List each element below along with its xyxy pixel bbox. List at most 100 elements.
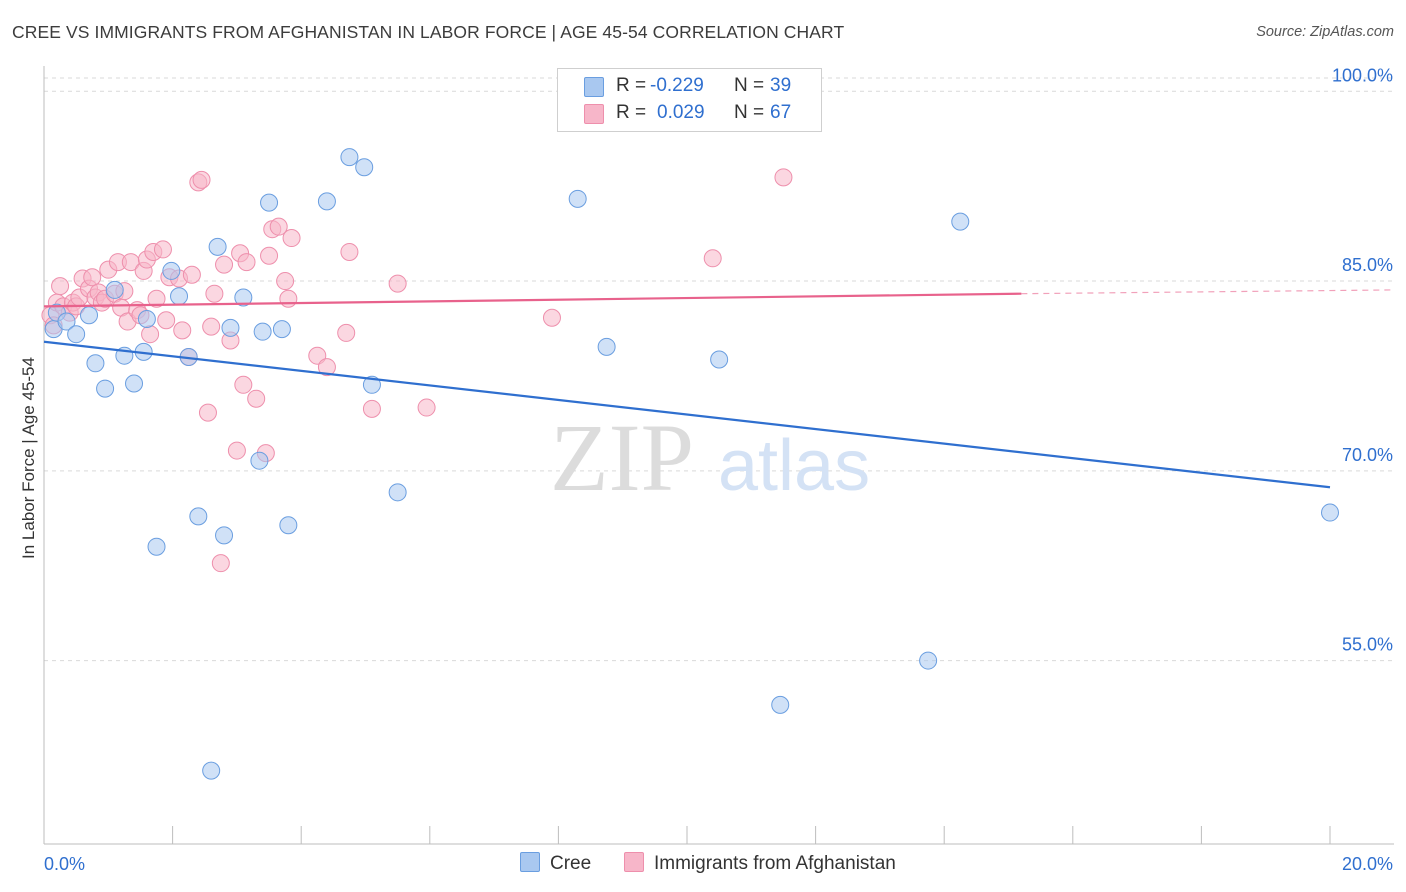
y-tick-label: 70.0% bbox=[1342, 445, 1393, 465]
stats-legend: R = -0.229 N = 39 R = 0.029 N = 67 bbox=[557, 68, 822, 132]
point-afghanistan bbox=[173, 321, 192, 340]
x-tick-label: 0.0% bbox=[44, 854, 85, 874]
y-axis-label: In Labor Force | Age 45-54 bbox=[19, 357, 38, 559]
series-afghanistan-points bbox=[41, 168, 793, 573]
point-afghanistan bbox=[83, 268, 102, 287]
point-cree bbox=[355, 158, 374, 177]
point-afghanistan bbox=[362, 399, 381, 418]
chart-title: CREE VS IMMIGRANTS FROM AFGHANISTAN IN L… bbox=[12, 22, 845, 42]
source-label: Source: ZipAtlas.com bbox=[1256, 24, 1394, 40]
point-afghanistan bbox=[279, 289, 298, 308]
legend-r-label: R = bbox=[616, 102, 647, 123]
point-cree bbox=[137, 310, 156, 329]
axes bbox=[43, 66, 1394, 845]
legend-row-afghanistan: R = 0.029 N = 67 bbox=[558, 101, 821, 127]
point-afghanistan bbox=[388, 274, 407, 293]
point-afghanistan bbox=[51, 277, 70, 296]
point-afghanistan bbox=[260, 246, 279, 265]
point-cree bbox=[208, 237, 227, 256]
legend-row-cree: R = -0.229 N = 39 bbox=[558, 74, 821, 100]
point-cree bbox=[234, 288, 253, 307]
point-afghanistan bbox=[192, 170, 211, 189]
legend-n-value: 67 bbox=[770, 102, 792, 123]
bottom-legend-swatch-cree bbox=[520, 852, 540, 872]
point-cree bbox=[272, 320, 291, 339]
x-tick-label: 20.0% bbox=[1342, 854, 1393, 874]
point-cree bbox=[951, 212, 970, 231]
point-cree bbox=[1321, 503, 1339, 522]
point-cree bbox=[221, 318, 240, 337]
series-cree-points bbox=[44, 148, 1339, 780]
point-afghanistan bbox=[227, 441, 246, 460]
point-cree bbox=[215, 526, 234, 545]
point-cree bbox=[105, 280, 124, 299]
gridlines bbox=[44, 77, 1394, 662]
point-cree bbox=[388, 483, 407, 502]
point-afghanistan bbox=[157, 311, 176, 330]
trend-lines bbox=[43, 289, 1395, 489]
watermark-zip: ZIP bbox=[550, 404, 694, 511]
bottom-legend-cree: Cree bbox=[520, 852, 591, 875]
point-cree bbox=[162, 261, 181, 280]
trend-line-afghanistan bbox=[43, 292, 1022, 308]
point-afghanistan bbox=[147, 289, 166, 308]
point-cree bbox=[317, 192, 336, 211]
tick-labels: 55.0% 70.0% 85.0% 100.0% 0.0% 20.0% bbox=[44, 65, 1393, 874]
point-afghanistan bbox=[337, 323, 356, 342]
point-afghanistan bbox=[282, 229, 301, 248]
point-afghanistan bbox=[774, 168, 793, 187]
legend-n-label: N = bbox=[734, 102, 765, 123]
bottom-legend-afghanistan: Immigrants from Afghanistan bbox=[624, 852, 896, 875]
watermark: ZIP atlas bbox=[550, 404, 870, 511]
legend-swatch-cree bbox=[584, 77, 604, 97]
point-afghanistan bbox=[317, 358, 336, 377]
point-afghanistan bbox=[340, 242, 359, 261]
point-afghanistan bbox=[237, 253, 256, 272]
point-cree bbox=[57, 312, 76, 331]
legend-r-value: 0.029 bbox=[657, 102, 705, 123]
point-cree bbox=[86, 354, 105, 373]
point-cree bbox=[362, 375, 381, 394]
point-cree bbox=[279, 516, 298, 535]
point-afghanistan bbox=[198, 403, 217, 422]
point-afghanistan bbox=[182, 265, 201, 284]
point-cree bbox=[919, 651, 938, 670]
legend-n-value: 39 bbox=[770, 75, 792, 96]
point-afghanistan bbox=[542, 308, 561, 327]
point-cree bbox=[568, 189, 587, 208]
trend-line-afghanistan-extension bbox=[1021, 289, 1395, 295]
point-cree bbox=[96, 379, 115, 398]
bottom-legend-label-cree: Cree bbox=[550, 853, 592, 874]
point-afghanistan bbox=[417, 398, 436, 417]
point-cree bbox=[250, 451, 269, 470]
point-cree bbox=[597, 337, 616, 356]
point-cree bbox=[80, 306, 99, 325]
legend-swatch-afghanistan bbox=[584, 104, 604, 124]
y-tick-label: 55.0% bbox=[1342, 635, 1393, 655]
legend-n-label: N = bbox=[734, 75, 765, 96]
point-afghanistan bbox=[247, 389, 266, 408]
point-cree bbox=[771, 695, 790, 714]
point-cree bbox=[170, 287, 189, 306]
point-cree bbox=[260, 193, 279, 212]
point-cree bbox=[67, 325, 86, 344]
bottom-legend-swatch-afghanistan bbox=[624, 852, 644, 872]
y-tick-label: 100.0% bbox=[1332, 65, 1393, 85]
point-cree bbox=[147, 537, 166, 556]
watermark-atlas: atlas bbox=[718, 426, 870, 506]
point-afghanistan bbox=[205, 284, 224, 303]
bottom-legend-label-afghanistan: Immigrants from Afghanistan bbox=[654, 853, 896, 874]
point-cree bbox=[253, 322, 272, 341]
point-cree bbox=[710, 350, 729, 369]
legend-r-value: -0.229 bbox=[650, 75, 704, 96]
y-tick-label: 85.0% bbox=[1342, 255, 1393, 275]
point-afghanistan bbox=[269, 217, 288, 236]
point-afghanistan bbox=[211, 554, 230, 573]
point-afghanistan bbox=[234, 375, 253, 394]
point-afghanistan bbox=[202, 317, 221, 336]
point-afghanistan bbox=[215, 255, 234, 274]
point-afghanistan bbox=[153, 240, 172, 259]
point-cree bbox=[202, 761, 221, 780]
point-afghanistan bbox=[703, 249, 722, 268]
